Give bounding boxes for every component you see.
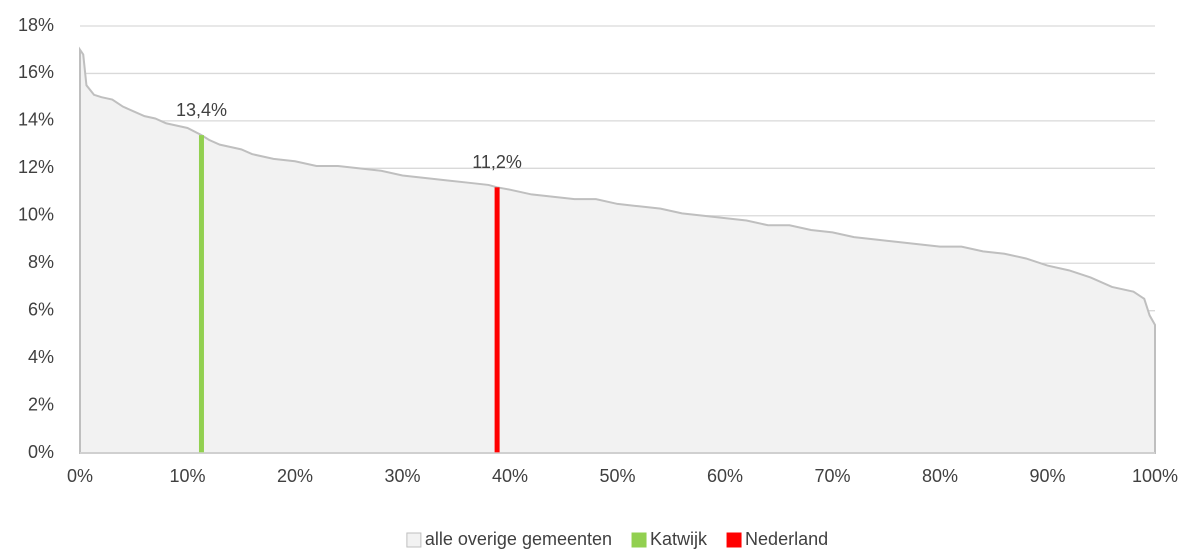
x-tick-label: 40%: [492, 466, 528, 486]
legend-label: Katwijk: [650, 529, 708, 549]
y-tick-label: 16%: [18, 62, 54, 82]
x-tick-label: 100%: [1132, 466, 1178, 486]
x-tick-label: 60%: [707, 466, 743, 486]
legend: alle overige gemeenten Katwijk Nederland: [406, 529, 828, 549]
legend-swatch: [406, 532, 422, 548]
y-tick-label: 2%: [28, 394, 54, 414]
legend-label: alle overige gemeenten: [425, 529, 612, 549]
x-tick-label: 80%: [922, 466, 958, 486]
bar: [494, 187, 500, 454]
y-tick-label: 0%: [28, 442, 54, 462]
x-tick-label: 30%: [384, 466, 420, 486]
area: [79, 46, 1156, 454]
y-tick-label: 10%: [18, 205, 54, 225]
y-tick-label: 18%: [18, 15, 54, 35]
legend-swatch: [726, 532, 742, 548]
x-tick-label: 50%: [599, 466, 635, 486]
y-tick-label: 6%: [28, 299, 54, 319]
y-tick-label: 14%: [18, 110, 54, 130]
y-tick-label: 8%: [28, 252, 54, 272]
legend-swatch: [631, 532, 647, 548]
data-label: 13,4%: [176, 100, 227, 120]
x-tick-label: 90%: [1029, 466, 1065, 486]
x-tick-label: 70%: [814, 466, 850, 486]
y-tick-label: 12%: [18, 157, 54, 177]
bar: [198, 135, 204, 453]
legend-label: Nederland: [745, 529, 828, 549]
x-tick-label: 20%: [277, 466, 313, 486]
data-label: 11,2%: [472, 152, 522, 172]
x-tick-label: 10%: [169, 466, 205, 486]
x-tick-label: 0%: [67, 466, 93, 486]
y-tick-label: 4%: [28, 347, 54, 367]
